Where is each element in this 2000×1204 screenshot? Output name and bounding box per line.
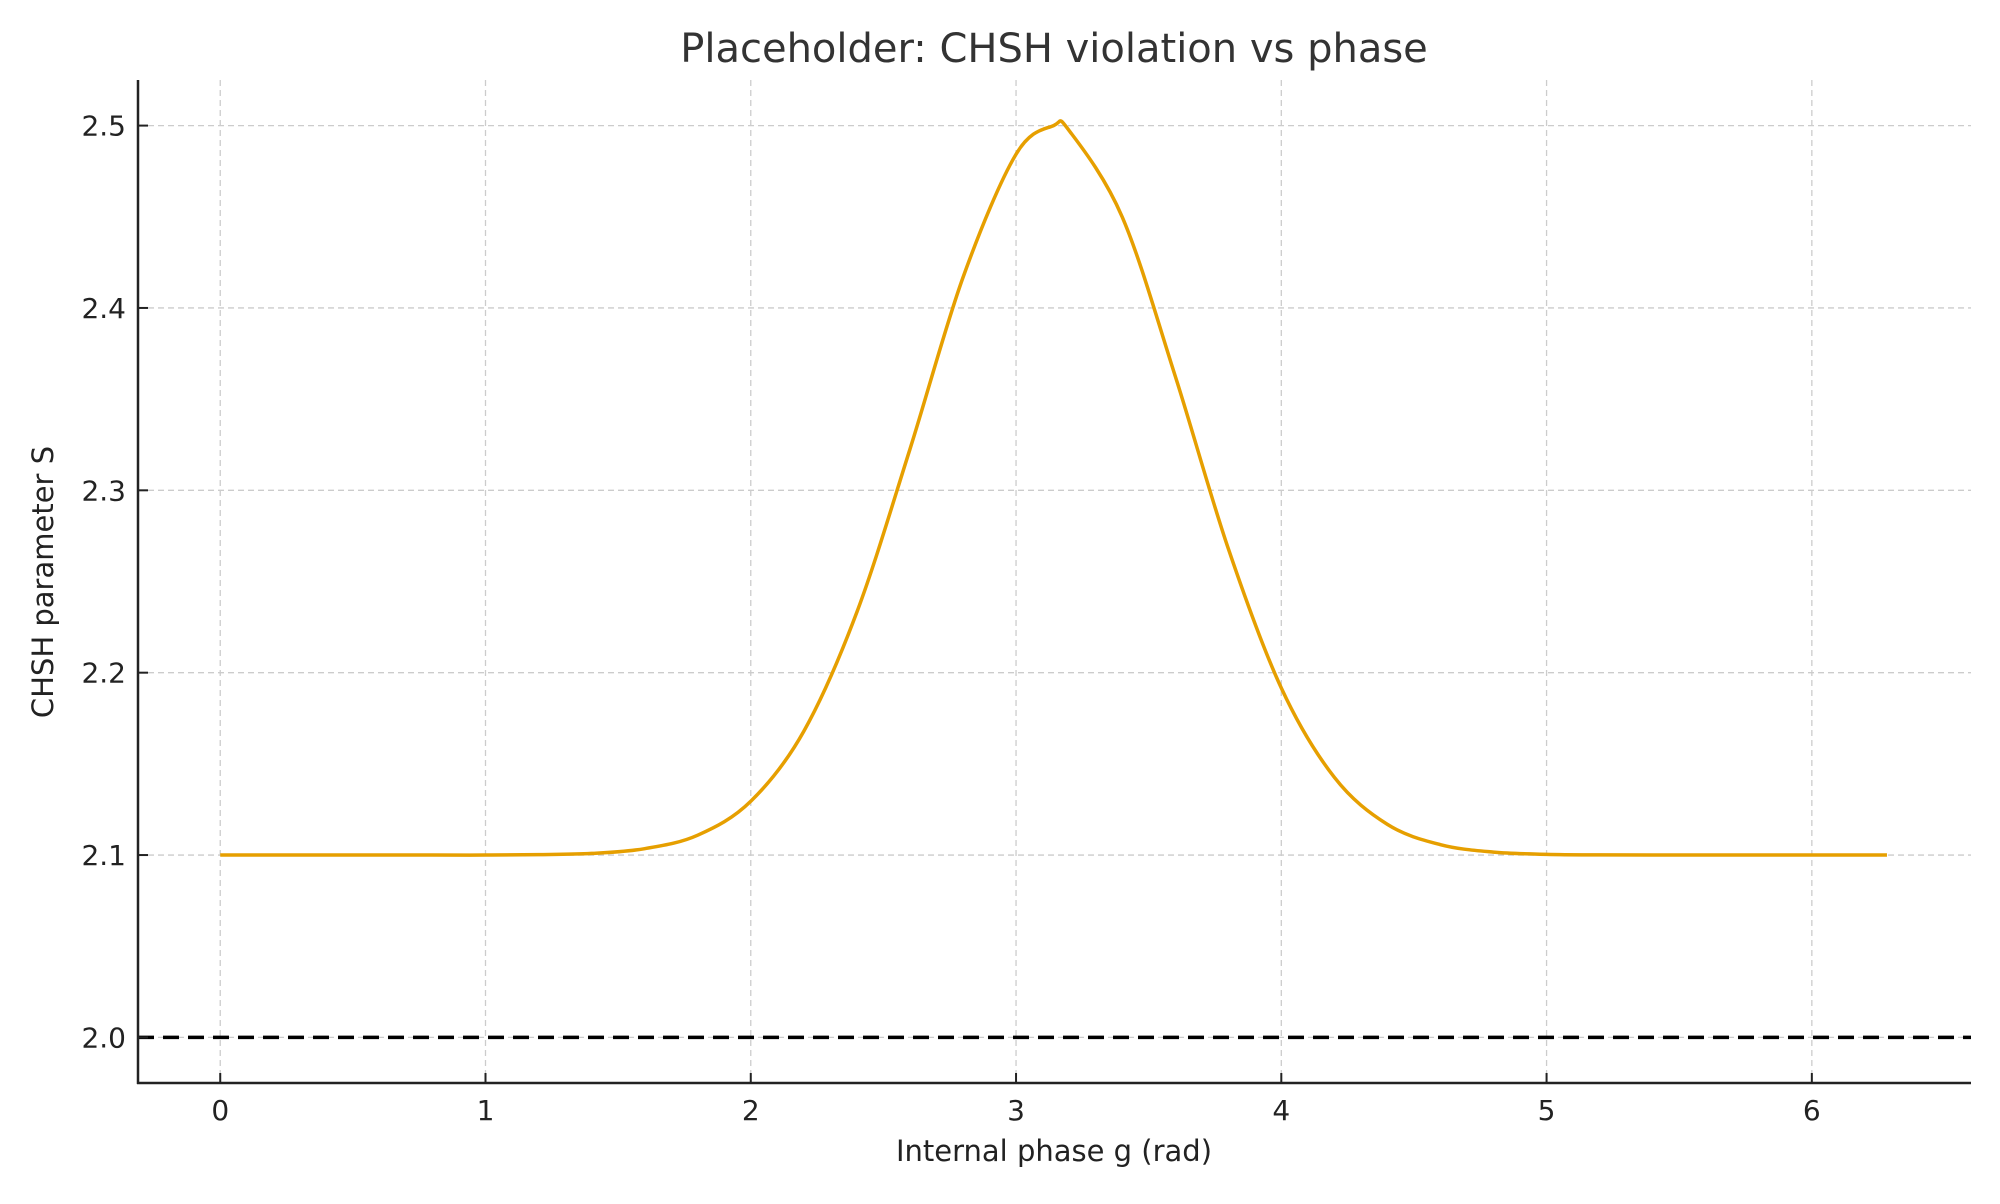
y-axis-label: CHSH parameter S [26,446,60,718]
y-tick-label: 2.0 [81,1021,126,1054]
ticks: 0 1 2 3 4 5 6 2.0 2.1 2.2 2.3 2.4 2.5 [81,110,1820,1127]
x-tick-label: 0 [211,1094,229,1127]
x-tick-label: 2 [742,1094,760,1127]
x-tick-label: 6 [1803,1094,1821,1127]
x-axis-label: Internal phase g (rad) [896,1134,1212,1168]
grid [138,80,1971,1083]
chart-title: Placeholder: CHSH violation vs phase [680,26,1428,72]
y-tick-label: 2.4 [81,292,126,325]
axes [136,80,1971,1085]
x-tick-label: 4 [1272,1094,1290,1127]
chsh-curve [220,119,1887,857]
y-tick-label: 2.2 [81,657,126,690]
y-tick-label: 2.5 [81,110,126,143]
x-tick-label: 5 [1538,1094,1556,1127]
y-tick-label: 2.1 [81,839,126,872]
x-tick-label: 1 [477,1094,495,1127]
series-layer [220,119,1887,857]
x-tick-label: 3 [1007,1094,1025,1127]
y-tick-label: 2.3 [81,474,126,507]
